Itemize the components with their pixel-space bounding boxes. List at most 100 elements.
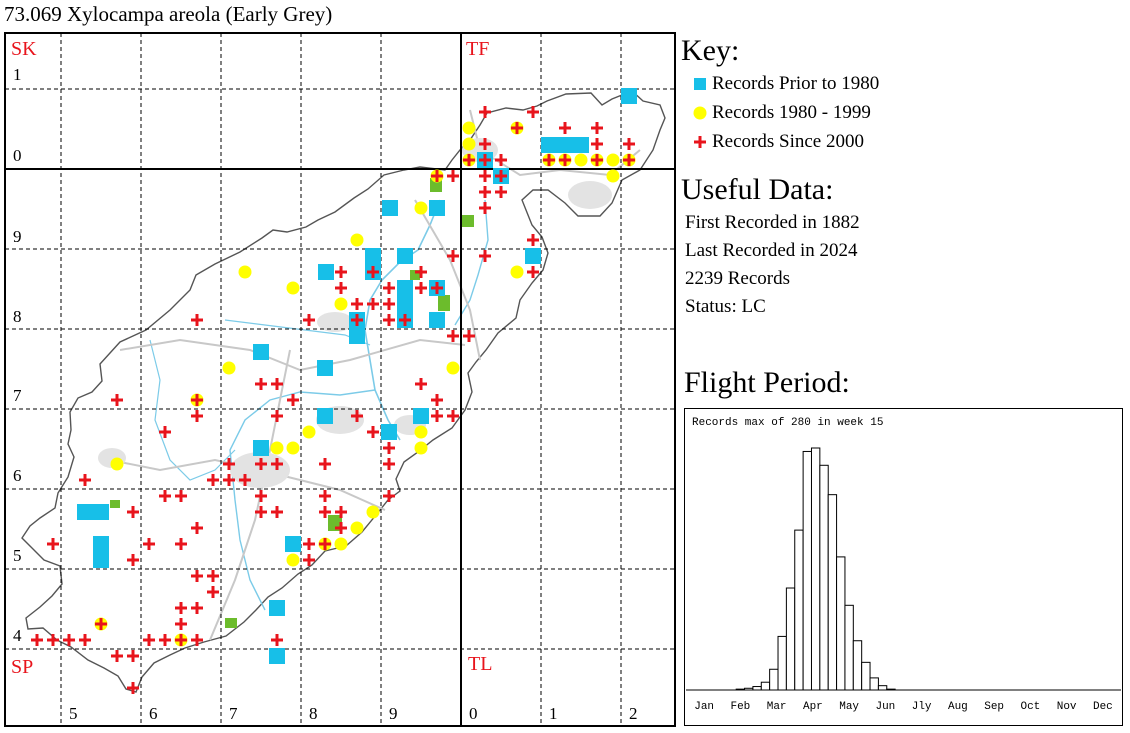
record-marker-prior-1980 [365,248,381,264]
easting-label: 0 [469,704,478,723]
record-marker-prior-1980 [77,504,93,520]
record-marker-1980-1999 [286,553,300,567]
record-marker-since-2000 [271,506,283,518]
record-marker-since-2000 [447,250,459,262]
record-marker-since-2000 [191,410,203,422]
flight-bar [852,640,863,691]
month-tick-label: May [839,701,859,713]
record-marker-since-2000 [383,458,395,470]
record-marker-since-2000 [319,506,331,518]
record-marker-1980-1999 [366,505,380,519]
record-marker-since-2000 [559,154,571,166]
record-marker-since-2000 [623,138,635,150]
easting-label: 5 [69,704,78,723]
record-marker-since-2000 [159,634,171,646]
record-marker-since-2000 [127,682,139,694]
record-marker-since-2000 [463,154,475,166]
record-marker-1980-1999 [334,537,348,551]
flight-bar [785,587,796,691]
record-marker-since-2000 [95,618,107,630]
record-marker-1980-1999 [350,233,364,247]
last-recorded: Last Recorded in 2024 [685,240,858,261]
record-marker-1980-1999 [606,153,620,167]
record-marker-since-2000 [79,474,91,486]
record-marker-since-2000 [239,474,251,486]
record-marker-since-2000 [303,314,315,326]
record-marker-since-2000 [383,490,395,502]
record-marker-prior-1980 [397,280,413,296]
record-marker-since-2000 [191,314,203,326]
record-marker-1980-1999 [446,361,460,375]
record-marker-prior-1980 [573,137,589,153]
record-marker-since-2000 [399,314,411,326]
easting-label: 8 [309,704,318,723]
record-marker-since-2000 [351,410,363,422]
record-marker-since-2000 [591,122,603,134]
record-marker-prior-1980 [429,312,445,328]
flight-bar [861,661,871,691]
record-marker-since-2000 [335,506,347,518]
month-tick-label: Dec [1093,701,1113,713]
record-marker-1980-1999 [606,169,620,183]
record-marker-since-2000 [351,298,363,310]
record-marker-1980-1999 [414,425,428,439]
flight-period-chart: Records max of 280 in week 15 Jan Feb Mar A… [684,408,1123,726]
records-since-2000-layer [31,106,635,694]
record-marker-since-2000 [527,266,539,278]
record-marker-since-2000 [527,234,539,246]
record-marker-since-2000 [175,634,187,646]
flight-note: Records max of 280 in week 15 [692,417,883,429]
record-marker-since-2000 [159,426,171,438]
easting-label: 7 [229,704,238,723]
record-marker-since-2000 [191,634,203,646]
flight-bar [836,556,846,691]
record-marker-1980-1999 [110,457,124,471]
square-label-sp: SP [11,656,33,678]
record-marker-since-2000 [383,282,395,294]
record-marker-since-2000 [479,186,491,198]
record-marker-since-2000 [159,490,171,502]
month-tick-label: Apr [803,701,823,713]
record-marker-prior-1980 [318,264,334,280]
record-marker-prior-1980 [382,200,398,216]
record-marker-1980-1999 [222,361,236,375]
record-marker-since-2000 [175,602,187,614]
river [454,199,489,326]
record-marker-since-2000 [623,154,635,166]
record-marker-since-2000 [335,522,347,534]
record-marker-1980-1999 [270,441,284,455]
flight-bar [760,681,771,691]
square-label-tf: TF [466,38,489,60]
record-marker-1980-1999 [238,265,252,279]
map-title: 73.069 Xylocampa areola (Early Grey) [4,2,333,26]
month-tick-label: Jun [875,701,895,713]
record-marker-since-2000 [255,506,267,518]
record-marker-since-2000 [495,170,507,182]
record-marker-prior-1980 [269,648,285,664]
record-marker-since-2000 [335,266,347,278]
record-marker-since-2000 [415,378,427,390]
record-marker-since-2000 [383,298,395,310]
record-marker-1980-1999 [286,441,300,455]
record-marker-prior-1980 [317,408,333,424]
month-tick-label: Nov [1057,701,1077,713]
record-marker-since-2000 [79,634,91,646]
record-marker-prior-1980 [621,88,637,104]
record-marker-since-2000 [271,458,283,470]
record-marker-prior-1980 [413,408,429,424]
record-marker-since-2000 [479,202,491,214]
record-marker-prior-1980 [397,296,413,312]
record-marker-prior-1980 [285,536,301,552]
record-marker-since-2000 [431,170,443,182]
northing-label: 8 [13,307,22,326]
key-item-1980-1999: Records 1980 - 1999 [688,102,871,124]
northing-label: 5 [13,546,22,565]
key-label: Records 1980 - 1999 [712,102,871,123]
chart-frame [684,408,1123,726]
record-marker-since-2000 [527,106,539,118]
record-marker-since-2000 [191,602,203,614]
record-marker-since-2000 [431,410,443,422]
record-marker-since-2000 [415,266,427,278]
record-marker-prior-1980 [381,424,397,440]
flight-bar [752,686,762,691]
